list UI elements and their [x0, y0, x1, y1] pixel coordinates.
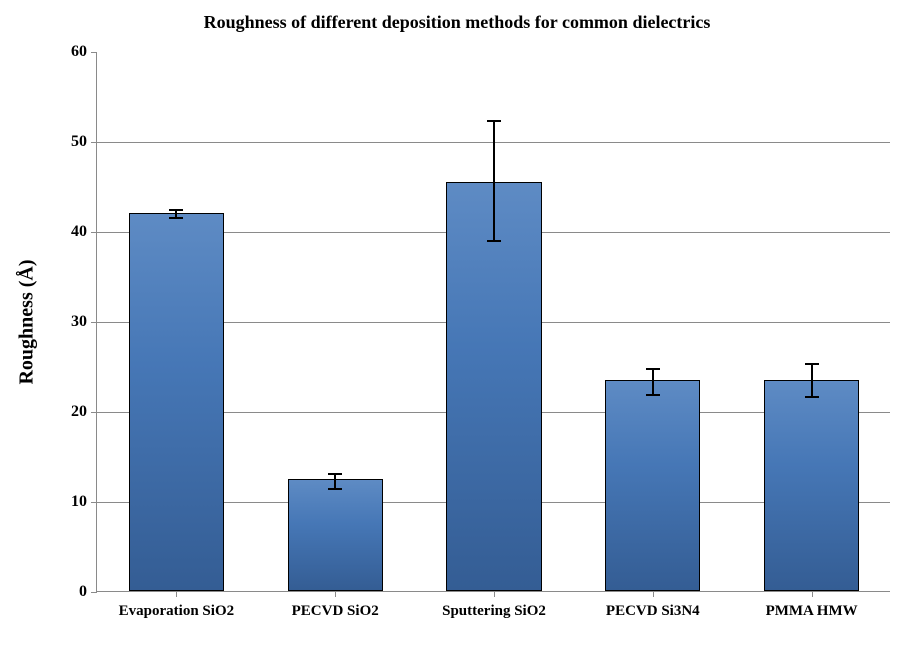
y-tick-label: 20: [71, 403, 97, 421]
error-bar: [811, 364, 813, 396]
bar: [764, 380, 859, 592]
chart-title: Roughness of different deposition method…: [0, 12, 914, 33]
x-tick-label: Sputtering SiO2: [442, 591, 546, 620]
error-bar: [652, 369, 654, 395]
error-cap: [646, 368, 660, 370]
error-cap: [487, 240, 501, 242]
error-bar: [334, 474, 336, 488]
bar: [129, 213, 224, 591]
bar: [605, 380, 700, 591]
x-tick-label: PECVD SiO2: [292, 591, 379, 620]
error-cap: [805, 396, 819, 398]
error-cap: [805, 363, 819, 365]
y-tick-label: 30: [71, 313, 97, 331]
x-tick-label: Evaporation SiO2: [119, 591, 234, 620]
y-axis-label: Roughness (Å): [16, 259, 39, 384]
y-tick-label: 50: [71, 133, 97, 151]
x-tick-label: PMMA HMW: [766, 591, 858, 620]
error-cap: [169, 209, 183, 211]
x-tick-label: PECVD Si3N4: [606, 591, 700, 620]
error-cap: [487, 120, 501, 122]
y-tick-label: 10: [71, 493, 97, 511]
error-bar: [493, 121, 495, 241]
plot-area: Roughness (Å) 0102030405060Evaporation S…: [96, 52, 890, 592]
y-tick-label: 40: [71, 223, 97, 241]
y-tick-label: 60: [71, 43, 97, 61]
y-tick-label: 0: [79, 583, 97, 601]
bar: [288, 479, 383, 591]
error-cap: [646, 394, 660, 396]
error-cap: [169, 217, 183, 219]
bar: [446, 182, 541, 592]
error-cap: [328, 473, 342, 475]
bar-chart: Roughness of different deposition method…: [0, 0, 914, 664]
error-cap: [328, 488, 342, 490]
